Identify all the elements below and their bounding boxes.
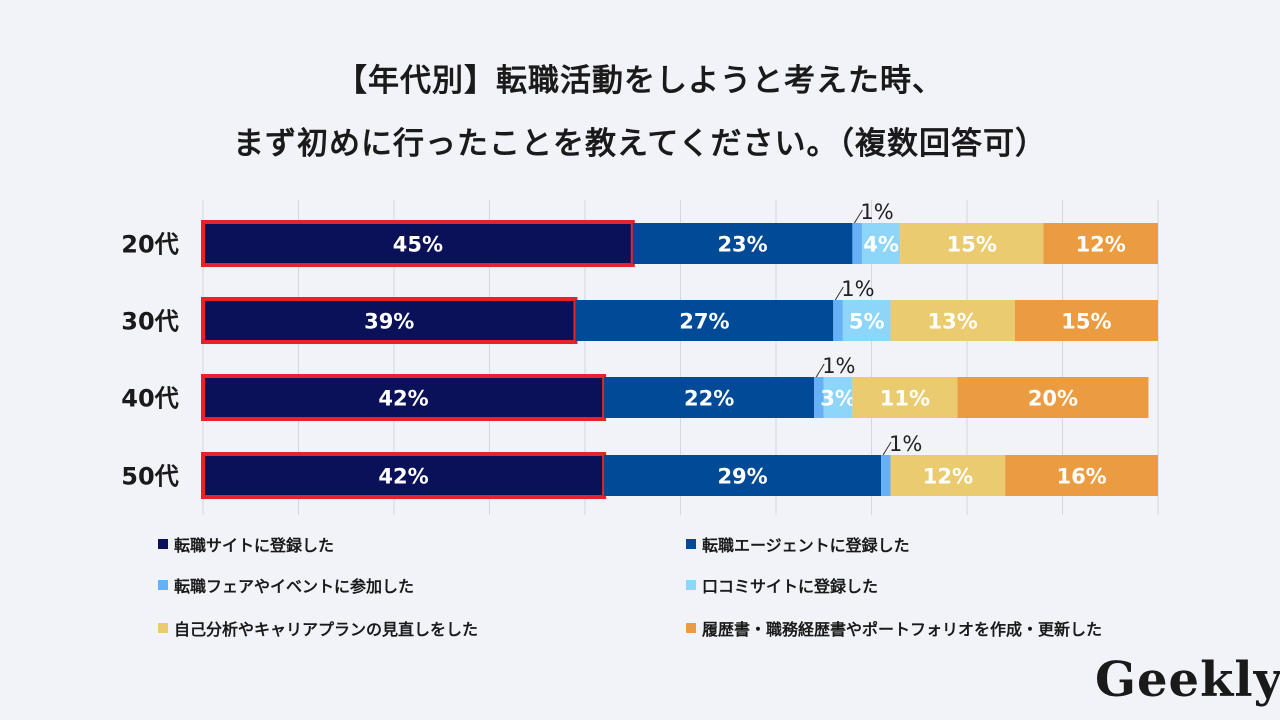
data-label: 5% (849, 310, 885, 334)
chart-title-line1: 【年代別】転職活動をしようと考えた時、 (336, 63, 944, 99)
data-label: 12% (923, 465, 973, 489)
category-label: 50代 (121, 463, 178, 491)
data-label: 15% (947, 233, 997, 257)
category-label: 40代 (121, 385, 178, 413)
chart-title-line2: まず初めに行ったことを教えてください。（複数回答可） (232, 126, 1048, 162)
data-label: 23% (717, 233, 767, 257)
data-label: 20% (1028, 387, 1078, 411)
leader-line (834, 286, 844, 301)
data-label: 42% (378, 387, 428, 411)
bar-segment (852, 223, 862, 264)
bar-segment (881, 455, 891, 496)
legend-item: 口コミサイトに登録した (686, 573, 878, 597)
data-label: 12% (1076, 233, 1126, 257)
bar-segment (890, 455, 1006, 496)
data-label: 15% (1061, 310, 1111, 334)
bar-segment (604, 377, 815, 418)
bar-segment (575, 300, 834, 341)
data-label: 1% (889, 432, 922, 456)
data-label: 3% (820, 387, 856, 411)
bar-segment (842, 300, 891, 341)
legend-label: 自己分析やキャリアプランの見直しをした (174, 620, 479, 639)
bar-segment (900, 223, 1044, 264)
data-label: 4% (863, 233, 899, 257)
data-label: 45% (393, 233, 443, 257)
bar-segment (957, 377, 1149, 418)
data-label: 22% (684, 387, 734, 411)
legend-label: 転職エージェントに登録した (702, 536, 910, 555)
data-label: 27% (679, 310, 729, 334)
bar-segment (833, 300, 843, 341)
legend-swatch (158, 580, 168, 590)
legend-swatch (686, 539, 696, 549)
bar-segment (852, 377, 958, 418)
legend-label: 口コミサイトに登録した (702, 577, 879, 596)
data-label: 1% (822, 354, 855, 378)
data-label: 13% (928, 310, 978, 334)
leader-line (853, 209, 863, 224)
category-label: 30代 (121, 308, 178, 336)
bar-segment (1014, 300, 1158, 341)
legend-swatch (158, 539, 168, 549)
bar-segment (203, 455, 605, 496)
legend-item: 転職フェアやイベントに参加した (158, 573, 414, 597)
bar-segment (823, 377, 853, 418)
legend-item: 履歴書・職務経歴書やポートフォリオを作成・更新した (686, 616, 1102, 640)
legend-item: 自己分析やキャリアプランの見直しをした (158, 616, 478, 640)
legend-swatch (158, 623, 168, 633)
data-label: 11% (880, 387, 930, 411)
data-label: 16% (1056, 465, 1106, 489)
data-label: 39% (364, 310, 414, 334)
data-label: 29% (717, 465, 767, 489)
bar-segment (1043, 223, 1158, 264)
bar-segment (203, 300, 576, 341)
data-label: 1% (841, 277, 874, 301)
bar-segment (814, 377, 824, 418)
geekly-logo: Geekly (1095, 652, 1280, 708)
legend-label: 転職サイトに登録した (174, 536, 335, 555)
bar-segment (604, 455, 882, 496)
bar-segment (203, 223, 633, 264)
legend-item: 転職エージェントに登録した (686, 532, 910, 556)
legend-label: 転職フェアやイベントに参加した (174, 577, 415, 596)
bar-segment (1005, 455, 1158, 496)
leader-line (815, 363, 825, 378)
category-label: 20代 (121, 231, 178, 259)
legend-swatch (686, 580, 696, 590)
bar-segment (861, 223, 901, 264)
leader-line (882, 441, 892, 456)
legend-item: 転職サイトに登録した (158, 532, 334, 556)
bar-segment (203, 377, 605, 418)
bar-segment (632, 223, 853, 264)
data-label: 1% (860, 200, 893, 224)
legend-label: 履歴書・職務経歴書やポートフォリオを作成・更新した (702, 620, 1103, 639)
legend-swatch (686, 623, 696, 633)
bar-segment (890, 300, 1015, 341)
data-label: 42% (378, 465, 428, 489)
